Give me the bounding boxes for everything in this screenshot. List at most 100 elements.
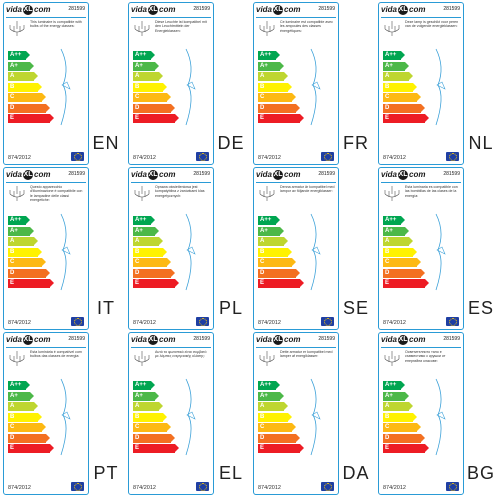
eu-flag-icon <box>196 152 209 161</box>
regulation-number: 874/2012 <box>133 320 156 326</box>
energy-grade-label: A <box>10 403 15 409</box>
energy-bar-aplusplus: A++ <box>383 381 405 390</box>
brand-logo: vida XL com <box>381 169 427 181</box>
brand-suffix: com <box>409 5 426 14</box>
energy-grade-label: E <box>385 115 390 121</box>
compatibility-text: Осветителното тяло е съвместимо с крушки… <box>405 350 446 363</box>
energy-grade-label: D <box>385 104 390 111</box>
regulation-number: 874/2012 <box>133 155 156 161</box>
energy-bar-d: D <box>258 103 300 113</box>
energy-bar-a: A <box>258 402 288 411</box>
energy-label-el: vida XL com 281599 Αυτό το φωτιστικό είναι σ… <box>125 332 250 497</box>
energy-grade-label: A <box>135 238 140 244</box>
brand-suffix: com <box>284 5 301 14</box>
eu-flag-icon <box>446 317 459 326</box>
compatibility-text: Oprawa oświetleniowa jest kompatybilna z… <box>155 185 205 198</box>
energy-bar-aplusplus: A++ <box>133 381 155 390</box>
energy-bar-aplusplus: A++ <box>133 216 155 225</box>
compatibility-text: Diese Leuchte ist kompatibel mit den Leu… <box>155 20 207 33</box>
regulation-number: 874/2012 <box>8 320 31 326</box>
energy-grade-label: A+ <box>260 62 268 69</box>
label-card: vida XL com 281599 Dette armatur er kompatib… <box>253 332 339 495</box>
eu-stars-icon <box>323 152 332 161</box>
energy-bar-e: E <box>383 279 429 288</box>
product-code: 281599 <box>68 171 85 177</box>
energy-bar-aplus: A+ <box>8 226 34 236</box>
label-card: vida XL com 281599 This luminaire is compati… <box>3 2 89 165</box>
language-code: IT <box>97 298 115 318</box>
energy-grade-label: C <box>260 424 265 430</box>
energy-label-da: vida XL com 281599 Dette armatur er kompatib… <box>250 332 375 497</box>
header-divider <box>256 17 336 18</box>
energy-bar-a: A <box>133 237 163 246</box>
energy-grade-label: E <box>260 445 265 451</box>
language-code: NL <box>468 133 494 153</box>
energy-grade-label: A++ <box>385 382 397 388</box>
compatibility-bracket-icon <box>310 48 321 126</box>
language-code: SE <box>342 298 369 318</box>
energy-grade-label: A++ <box>135 382 147 388</box>
energy-bar-aplusplus: A++ <box>8 381 30 390</box>
energy-bar-a: A <box>383 237 413 246</box>
energy-bar-c: C <box>383 258 421 267</box>
energy-bar-a: A <box>133 402 163 411</box>
brand-logo: vida XL com <box>131 4 177 16</box>
energy-grade-label: C <box>10 424 15 430</box>
energy-grade-label: A++ <box>260 217 272 223</box>
header-divider <box>6 347 86 348</box>
energy-bar-aplus: A+ <box>258 61 284 71</box>
compatibility-text: Dette armatur er kompatibel med lamper a… <box>280 350 333 359</box>
product-code: 281599 <box>68 336 85 342</box>
energy-bar-d: D <box>133 103 175 113</box>
eu-stars-icon <box>198 152 207 161</box>
brand-suffix: com <box>409 170 426 179</box>
regulation-number: 874/2012 <box>383 485 406 491</box>
energy-grade-label: C <box>135 259 140 265</box>
label-card: vida XL com 281599 Ce luminaire est compatib… <box>253 2 339 165</box>
eu-flag-icon <box>196 482 209 491</box>
compatibility-bracket-icon <box>185 48 196 126</box>
energy-bar-c: C <box>133 423 171 432</box>
product-code: 281599 <box>318 171 335 177</box>
energy-grade-label: A <box>135 73 140 79</box>
energy-bar-c: C <box>258 93 296 102</box>
product-code: 281599 <box>193 336 210 342</box>
brand-suffix: com <box>159 5 176 14</box>
energy-bar-e: E <box>258 114 304 123</box>
compatibility-text: Denna armatur är kompatibel med lampor a… <box>280 185 335 194</box>
energy-grade-label: A+ <box>260 227 268 234</box>
energy-bar-b: B <box>133 412 167 422</box>
energy-label-pl: vida XL com 281599 Oprawa oświetleniowa jest… <box>125 167 250 332</box>
language-code: ES <box>467 298 494 318</box>
label-card: vida XL com 281599 Esta luminaria es compati… <box>378 167 464 330</box>
product-code: 281599 <box>443 171 460 177</box>
compatibility-bracket-icon <box>60 48 71 126</box>
eu-stars-icon <box>448 317 457 326</box>
label-card: vida XL com 281599 Deze lamp is geschikt voo… <box>378 2 464 165</box>
energy-grade-label: D <box>260 104 265 111</box>
energy-scale: A++ A+ A B C D E <box>383 381 429 455</box>
chandelier-icon <box>259 351 275 366</box>
regulation-number: 874/2012 <box>258 320 281 326</box>
energy-grade-label: D <box>10 434 15 441</box>
energy-grade-label: A+ <box>135 62 143 69</box>
energy-bar-e: E <box>258 444 304 453</box>
chandelier-icon <box>259 186 275 201</box>
energy-bar-d: D <box>383 433 425 443</box>
energy-grade-label: C <box>135 424 140 430</box>
regulation-number: 874/2012 <box>383 320 406 326</box>
energy-grade-label: D <box>260 434 265 441</box>
energy-bar-aplus: A+ <box>133 61 159 71</box>
energy-bar-d: D <box>8 268 50 278</box>
energy-bar-aplusplus: A++ <box>133 51 155 60</box>
energy-label-bg: vida XL com 281599 Осветителното тяло е съвм… <box>375 332 500 497</box>
brand-mark: XL <box>23 169 34 180</box>
energy-bar-e: E <box>383 444 429 453</box>
energy-bar-c: C <box>258 258 296 267</box>
eu-flag-icon <box>321 152 334 161</box>
brand-mark: XL <box>23 334 34 345</box>
energy-bar-b: B <box>8 412 42 422</box>
energy-grade-label: A+ <box>260 392 268 399</box>
chandelier-icon <box>384 21 400 36</box>
brand-suffix: com <box>34 335 51 344</box>
